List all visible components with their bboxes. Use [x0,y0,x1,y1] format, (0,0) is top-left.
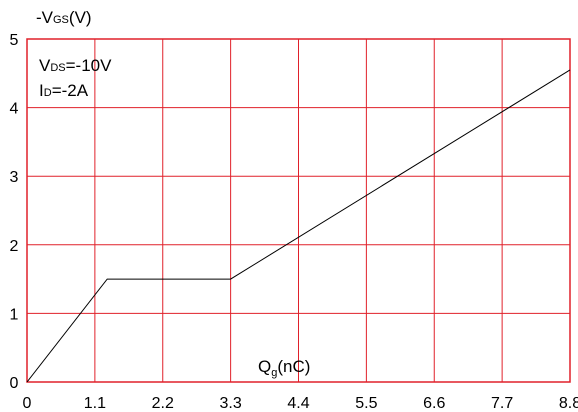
x-tick-label: 1.1 [84,395,106,412]
x-axis-label: Qg(nC) [258,357,310,379]
x-tick-labels: 0 1.1 2.2 3.3 4.4 5.5 6.6 7.7 8.8 [23,395,578,412]
y-tick-label: 4 [10,101,19,118]
y-tick-label: 1 [10,306,19,323]
x-tick-label: 2.2 [152,395,174,412]
y-tick-label: 5 [10,32,19,49]
x-tick-label: 7.7 [491,395,513,412]
id-annotation: ID=-2A [39,81,89,100]
vds-annotation: VDS=-10V [39,56,112,75]
y-tick-label: 2 [10,238,19,255]
x-tick-label: 6.6 [423,395,445,412]
x-tick-label: 3.3 [220,395,242,412]
y-axis-label: -VGS(V) [36,8,92,27]
x-tick-label: 4.4 [287,395,309,412]
plot-frame [26,38,571,383]
vertical-gridlines [94,39,503,382]
horizontal-gridlines [27,107,570,314]
series-line [26,69,571,383]
y-tick-label: 0 [10,375,19,392]
y-tick-label: 3 [10,169,19,186]
x-tick-label: 0 [23,395,32,412]
x-tick-label: 8.8 [559,395,578,412]
x-tick-label: 5.5 [355,395,377,412]
y-tick-labels: 0 1 2 3 4 5 [10,32,19,392]
